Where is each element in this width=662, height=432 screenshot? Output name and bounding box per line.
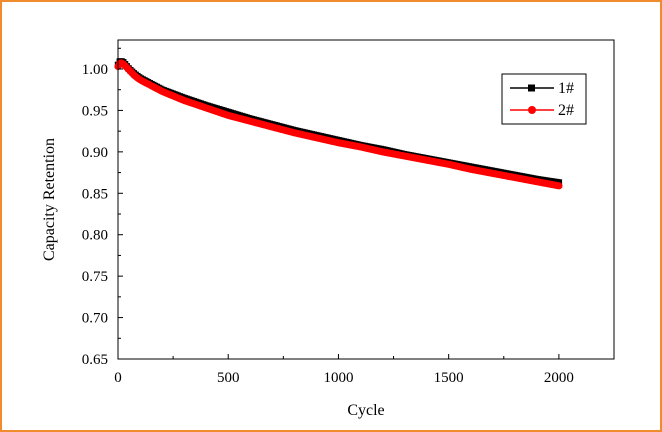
series-line [117, 59, 560, 184]
x-tick-label: 0 [114, 370, 122, 386]
legend-marker [528, 84, 535, 92]
legend: 1#2# [501, 73, 587, 125]
y-tick-label: 0.65 [82, 352, 108, 368]
x-axis: 0 500 1000 1500 2000 [114, 354, 574, 386]
legend-marker [528, 106, 536, 114]
y-axis: 0.65 0.70 0.75 0.80 0.85 0.90 0.95 1.00 [82, 47, 123, 368]
series-1 [114, 58, 563, 186]
legend-item: 2# [510, 102, 574, 119]
legend-label: 2# [558, 102, 574, 119]
legend-label: 1# [558, 80, 574, 97]
y-tick-label: 0.80 [82, 228, 108, 244]
y-axis-title: Capacity Retention [41, 138, 58, 261]
y-tick-label: 0.75 [82, 269, 108, 285]
y-tick-label: 0.70 [82, 311, 108, 327]
plot-series [114, 58, 563, 190]
x-tick-label: 500 [217, 370, 240, 386]
y-tick-label: 0.95 [82, 103, 108, 119]
x-tick-label: 1000 [323, 370, 353, 386]
legend-box [501, 73, 587, 125]
x-tick-label: 1500 [434, 370, 464, 386]
y-tick-label: 1.00 [82, 62, 108, 78]
y-tick-label: 0.85 [82, 186, 108, 202]
x-tick-label: 2000 [544, 370, 574, 386]
legend-item: 1# [510, 80, 574, 97]
data-point [555, 182, 563, 190]
y-tick-label: 0.90 [82, 145, 108, 161]
x-axis-title: Cycle [347, 402, 384, 419]
plot-area-frame [117, 39, 615, 360]
series-2 [114, 59, 563, 190]
